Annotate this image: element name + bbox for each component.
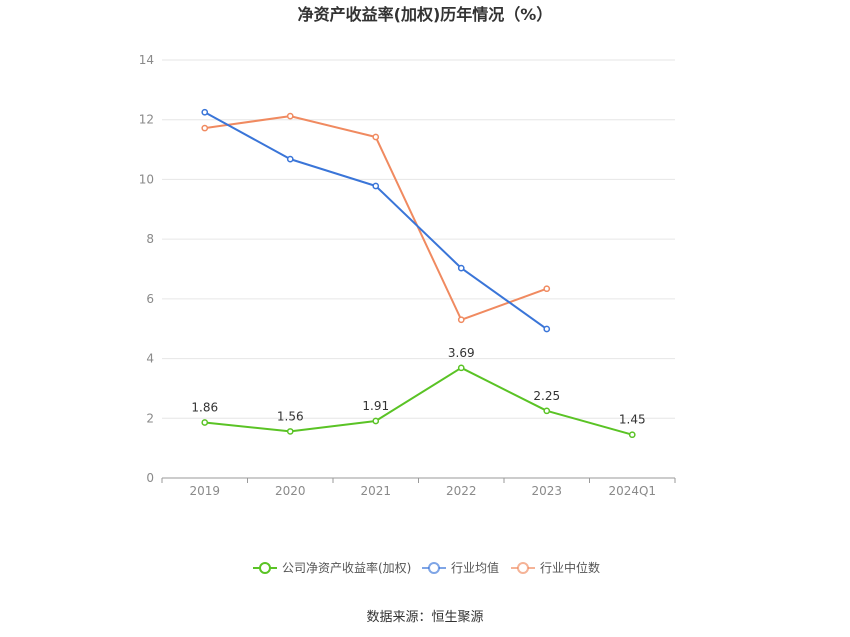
data-label: 1.56 — [277, 409, 304, 423]
y-tick-label: 12 — [139, 113, 154, 127]
legend-label: 公司净资产收益率(加权) — [282, 560, 411, 575]
series-line — [204, 111, 548, 330]
legend-marker — [517, 562, 529, 574]
legend-marker — [259, 562, 271, 574]
series-layer — [201, 108, 636, 439]
series-0 — [201, 364, 636, 439]
data-point — [543, 325, 551, 333]
data-point — [457, 264, 465, 272]
legend-item-1[interactable]: 行业均值 — [422, 560, 499, 575]
data-label: 1.91 — [362, 399, 389, 413]
legend-label: 行业中位数 — [540, 560, 600, 575]
x-tick-label: 2023 — [531, 484, 562, 498]
data-point — [201, 124, 209, 132]
x-axis: 2019 2020 2021 2022 2023 2024Q1 — [161, 477, 676, 498]
legend-item-0[interactable]: 公司净资产收益率(加权) — [253, 560, 411, 575]
data-point — [372, 133, 380, 141]
legend-label: 行业均值 — [451, 560, 499, 575]
data-labels: 1.86 1.56 1.91 3.69 2.25 1.45 — [191, 346, 645, 427]
data-point — [372, 417, 380, 425]
data-point — [543, 285, 551, 293]
data-point — [457, 364, 465, 372]
data-source-note: 数据来源：恒生聚源 — [366, 610, 483, 625]
y-tick-label: 2 — [146, 411, 154, 425]
data-point — [201, 419, 209, 426]
data-label: 1.45 — [619, 413, 646, 427]
data-point — [286, 112, 294, 120]
data-point — [286, 155, 294, 163]
x-tick-label: 2022 — [446, 484, 477, 498]
data-point — [628, 431, 636, 439]
x-tick-label: 2020 — [275, 484, 306, 498]
chart-title: 净资产收益率(加权)历年情况（%） — [298, 5, 553, 24]
data-point — [372, 182, 380, 190]
y-axis: 0 2 4 6 8 10 12 14 — [139, 53, 154, 485]
legend[interactable]: 公司净资产收益率(加权) 行业均值 行业中位数 — [253, 560, 600, 575]
series-line — [204, 115, 548, 321]
series-1 — [201, 108, 551, 333]
x-tick-label: 2019 — [189, 484, 220, 498]
data-point — [543, 407, 551, 415]
data-point — [457, 316, 465, 324]
x-tick-label: 2021 — [360, 484, 391, 498]
x-tick-label: 2024Q1 — [608, 484, 656, 498]
y-tick-label: 14 — [139, 53, 154, 67]
data-label: 3.69 — [448, 346, 475, 360]
y-tick-label: 10 — [139, 172, 154, 186]
legend-item-2[interactable]: 行业中位数 — [511, 560, 600, 575]
series-2 — [201, 112, 551, 324]
y-tick-label: 8 — [146, 232, 154, 246]
data-point — [286, 428, 294, 435]
y-tick-label: 0 — [146, 471, 154, 485]
data-label: 2.25 — [533, 389, 560, 403]
grid-lines — [162, 59, 675, 419]
y-tick-label: 6 — [146, 292, 154, 306]
data-label: 1.86 — [191, 400, 218, 414]
series-line — [204, 366, 633, 436]
legend-marker — [428, 562, 440, 574]
data-point — [201, 108, 209, 116]
y-tick-label: 4 — [146, 352, 154, 366]
